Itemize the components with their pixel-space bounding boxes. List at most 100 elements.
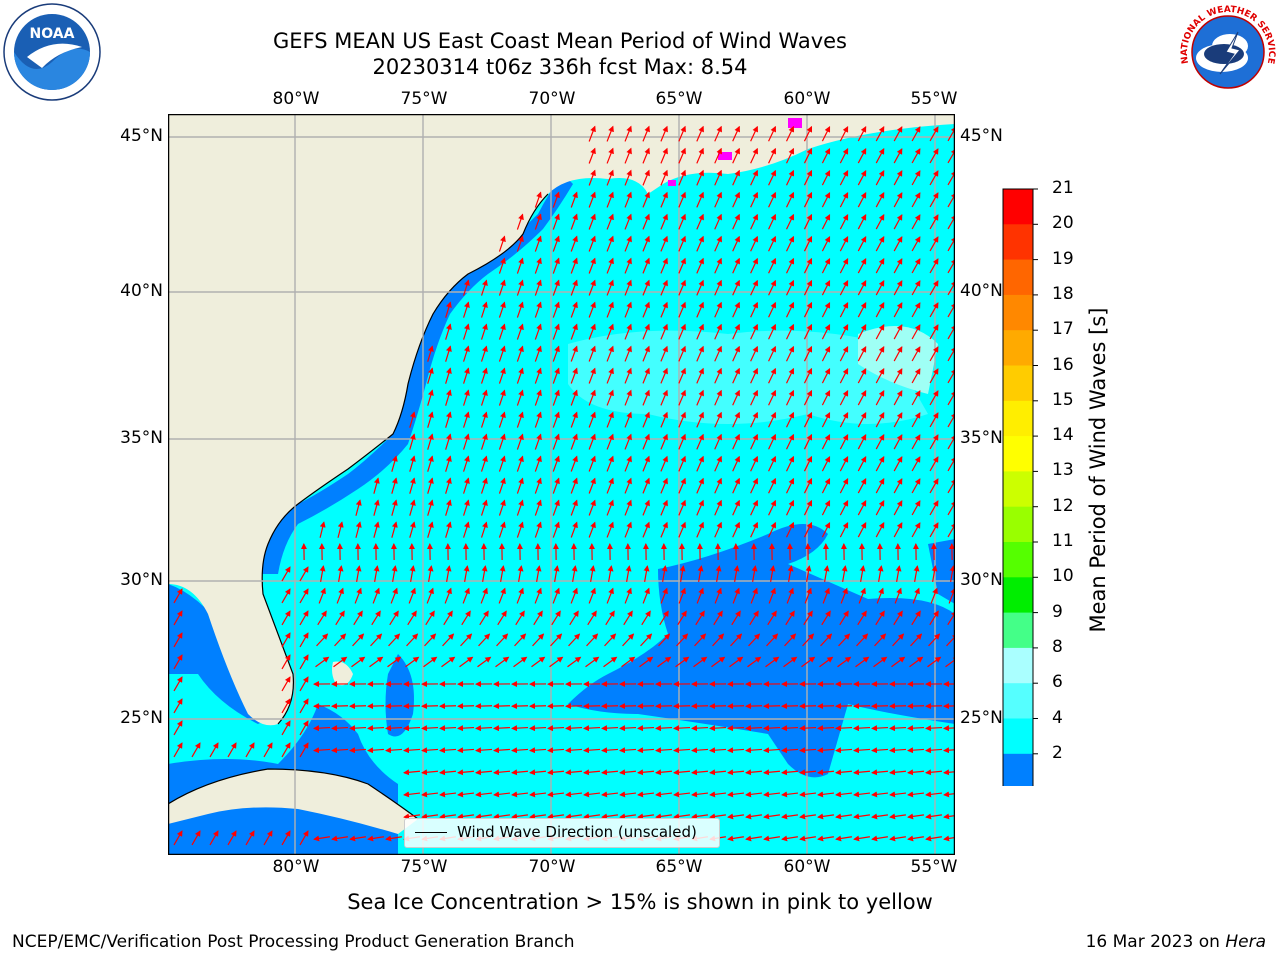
wave-direction-arrow xyxy=(642,235,650,252)
wave-direction-arrow xyxy=(565,813,583,820)
wave-direction-arrow xyxy=(516,521,524,538)
wave-direction-arrow xyxy=(803,213,813,230)
wave-direction-arrow xyxy=(606,147,614,164)
wave-direction-arrow xyxy=(173,698,183,714)
wave-direction-arrow xyxy=(533,610,543,626)
wave-direction-arrow xyxy=(925,835,942,842)
wave-direction-arrow xyxy=(875,126,885,142)
wave-direction-arrow xyxy=(821,610,831,626)
wave-direction-arrow xyxy=(943,791,955,798)
wave-direction-arrow xyxy=(804,587,812,604)
wave-direction-arrow xyxy=(837,656,852,668)
wave-direction-arrow xyxy=(696,389,704,406)
wave-direction-arrow xyxy=(516,367,524,384)
wave-direction-arrow xyxy=(317,610,327,626)
wave-direction-arrow xyxy=(315,656,330,668)
wave-direction-arrow xyxy=(421,725,439,732)
wave-direction-arrow xyxy=(299,632,309,648)
wave-direction-arrow xyxy=(893,434,903,450)
wave-direction-arrow xyxy=(389,610,399,626)
wave-direction-arrow xyxy=(911,236,921,252)
wave-direction-arrow xyxy=(227,742,237,758)
colorbar-segment xyxy=(1003,683,1033,719)
wave-direction-arrow xyxy=(570,279,578,296)
wave-direction-arrow xyxy=(835,769,853,776)
wave-direction-arrow xyxy=(714,477,722,494)
wave-direction-arrow xyxy=(784,633,797,647)
wave-direction-arrow xyxy=(732,587,740,604)
wave-direction-arrow xyxy=(712,633,725,647)
wave-direction-arrow xyxy=(857,478,867,494)
wave-direction-arrow xyxy=(785,610,795,626)
wave-direction-arrow xyxy=(373,477,380,494)
wave-direction-arrow xyxy=(821,191,831,208)
wave-direction-arrow xyxy=(281,632,291,648)
wave-direction-arrow xyxy=(713,610,723,626)
wave-direction-arrow xyxy=(821,213,831,230)
wave-direction-arrow xyxy=(390,587,398,604)
wave-direction-arrow xyxy=(893,280,903,296)
wave-direction-arrow xyxy=(678,587,686,604)
wave-direction-arrow xyxy=(714,147,722,164)
wave-direction-arrow xyxy=(619,725,637,732)
wave-direction-arrow xyxy=(691,725,709,732)
wave-direction-arrow xyxy=(678,257,686,274)
wave-direction-arrow xyxy=(839,411,849,428)
wave-direction-arrow xyxy=(768,323,776,340)
wave-direction-arrow xyxy=(875,258,885,274)
wave-direction-arrow xyxy=(439,747,457,754)
wave-direction-arrow xyxy=(552,587,560,604)
wave-direction-arrow xyxy=(750,367,758,384)
footer-date: 16 Mar 2023 on Hera xyxy=(1085,932,1266,952)
wave-direction-arrow xyxy=(821,301,831,318)
wave-direction-arrow xyxy=(678,389,686,406)
wave-direction-arrow xyxy=(839,389,849,406)
wave-direction-arrow xyxy=(498,279,506,296)
wave-direction-arrow xyxy=(731,610,741,626)
lon-tick-bottom: 55°W xyxy=(910,857,958,877)
wave-direction-arrow xyxy=(516,587,524,604)
wave-direction-arrow xyxy=(313,747,331,754)
wave-direction-arrow xyxy=(391,499,398,516)
wave-direction-arrow xyxy=(875,412,885,428)
wave-direction-arrow xyxy=(516,499,524,516)
wave-direction-arrow xyxy=(331,835,348,842)
wave-direction-arrow xyxy=(209,830,219,846)
wave-direction-arrow xyxy=(910,633,923,647)
wave-direction-arrow xyxy=(835,747,853,754)
wave-direction-arrow xyxy=(750,389,758,406)
lon-tick-top: 60°W xyxy=(783,89,831,109)
wave-direction-arrow xyxy=(750,279,758,296)
wave-direction-arrow xyxy=(173,610,183,626)
wave-direction-arrow xyxy=(750,499,758,516)
land-north-america xyxy=(168,114,955,726)
wave-direction-arrow xyxy=(803,477,813,494)
wave-direction-arrow xyxy=(441,656,456,668)
wave-direction-arrow xyxy=(946,633,955,647)
wave-direction-arrow xyxy=(943,725,955,732)
wave-direction-arrow xyxy=(750,455,758,472)
wave-direction-arrow xyxy=(673,747,691,754)
wave-direction-arrow xyxy=(945,656,955,668)
wave-direction-arrow xyxy=(714,257,722,274)
wave-direction-arrow xyxy=(768,345,776,362)
lon-tick-top: 70°W xyxy=(528,89,576,109)
wave-direction-arrow xyxy=(893,192,903,208)
footer-host: Hera xyxy=(1225,932,1266,952)
wave-direction-arrow xyxy=(691,747,709,754)
wave-direction-arrow xyxy=(463,411,470,428)
wave-direction-arrow xyxy=(911,368,921,384)
wave-direction-arrow xyxy=(583,813,601,820)
colorbar-tick-label: 8 xyxy=(1052,636,1063,657)
wave-direction-arrow xyxy=(588,587,596,604)
wave-direction-arrow xyxy=(642,213,650,230)
wave-direction-arrow xyxy=(857,412,867,428)
wave-direction-arrow xyxy=(853,791,871,798)
wave-direction-arrow xyxy=(409,477,416,494)
wave-direction-arrow xyxy=(552,213,560,230)
wave-direction-arrow xyxy=(892,633,905,647)
wave-direction-arrow xyxy=(299,720,309,736)
wave-direction-arrow xyxy=(606,455,614,472)
wave-direction-arrow xyxy=(732,433,740,450)
wave-direction-arrow xyxy=(281,610,291,626)
